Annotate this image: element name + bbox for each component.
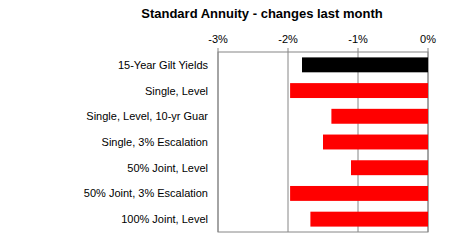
- category-label: Single, Level: [145, 85, 208, 97]
- category-label: 100% Joint, Level: [121, 213, 208, 225]
- category-label: 50% Joint, 3% Escalation: [84, 187, 208, 199]
- plot-area: [218, 52, 428, 232]
- tick-label: -1%: [348, 33, 368, 45]
- bar: [351, 160, 428, 175]
- bar: [302, 57, 428, 72]
- tick-mark: [288, 48, 289, 52]
- grid-line: [288, 52, 289, 232]
- tick-label: -3%: [208, 33, 228, 45]
- bar: [323, 135, 428, 150]
- title: Standard Annuity - changes last month: [141, 6, 383, 21]
- bar: [290, 83, 428, 98]
- category-label: 15-Year Gilt Yields: [118, 59, 209, 71]
- tick-mark: [358, 48, 359, 52]
- plot-frame: [218, 52, 428, 232]
- category-label: Single, Level, 10-yr Guar: [86, 110, 208, 122]
- tick-mark: [428, 48, 429, 52]
- bars: [290, 57, 428, 226]
- tick-mark: [218, 48, 219, 52]
- bar: [331, 109, 428, 124]
- tick-label: -2%: [278, 33, 298, 45]
- tick-label: 0%: [420, 33, 436, 45]
- category-label: Single, 3% Escalation: [102, 136, 208, 148]
- bar: [290, 186, 428, 201]
- bar: [310, 212, 428, 227]
- chart: Standard Annuity - changes last month -3%…: [0, 0, 450, 240]
- category-label: 50% Joint, Level: [127, 162, 208, 174]
- chart-container: Standard Annuity - changes last month -3%…: [0, 0, 450, 240]
